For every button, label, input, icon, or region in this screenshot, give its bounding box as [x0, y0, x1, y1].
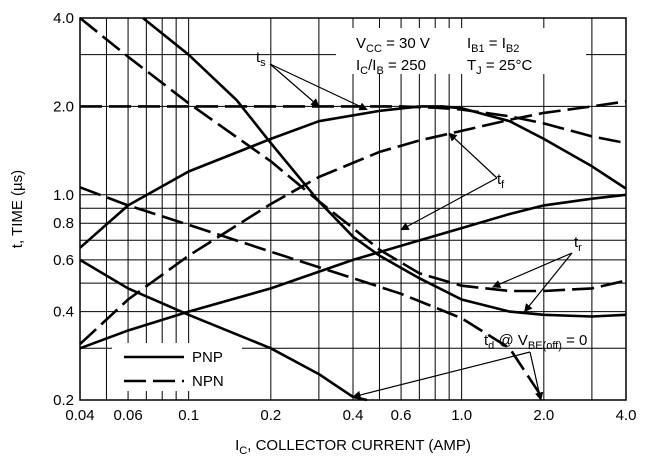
y-tick-label: 1.0 [53, 187, 74, 204]
annotation-arrow [269, 63, 320, 107]
legend-label-npn: NPN [192, 373, 224, 390]
annotation-tf: tf [497, 171, 505, 191]
annotation-arrow [448, 132, 498, 179]
annotation-arrow [529, 351, 544, 401]
condition-tj: TJ = 25°C [467, 57, 532, 77]
annotation-arrow [524, 252, 573, 313]
series-line-ts-npn [80, 105, 627, 145]
x-tick-label: 0.06 [113, 407, 142, 424]
annotation-ts: ts [256, 49, 266, 69]
annotation-arrow [400, 177, 498, 231]
y-axis-label: t, TIME (µs) [9, 170, 26, 248]
legend-background [112, 343, 242, 391]
series-line-tr-pnp [79, 193, 627, 350]
test-conditions: VCC = 30 V IB1 = IB2 IC/IB = 250 TJ = 25°C [336, 28, 586, 77]
y-tick-label: 0.6 [53, 252, 74, 269]
x-tick-label: 0.04 [65, 407, 94, 424]
condition-ic-ib: IC/IB = 250 [356, 57, 426, 77]
legend-label-pnp: PNP [192, 349, 223, 366]
x-tick-label: 0.1 [178, 407, 199, 424]
annotation-arrow [352, 351, 531, 400]
series-line-tf-npn [79, 100, 627, 346]
x-axis-label: IC, COLLECTOR CURRENT (AMP) [235, 437, 471, 457]
y-tick-label: 2.0 [53, 98, 74, 115]
annotation-arrow [491, 252, 573, 288]
annotation-tr: tr [574, 234, 582, 254]
x-tick-label: 4.0 [616, 407, 637, 424]
y-tick-label: 0.2 [53, 392, 74, 409]
series-line-tr-npn [79, 16, 627, 293]
x-tick-label: 1.0 [451, 407, 472, 424]
legend: PNP NPN [112, 343, 242, 391]
x-tick-label: 0.4 [343, 407, 364, 424]
y-tick-label: 0.8 [53, 215, 74, 232]
conditions-background [336, 28, 586, 74]
plot-frame [79, 17, 627, 401]
condition-ib: IB1 = IB2 [467, 35, 519, 55]
x-tick-label: 0.2 [260, 407, 281, 424]
series-line-td-npn [79, 186, 545, 401]
y-tick-label: 4.0 [53, 10, 74, 27]
condition-vcc: VCC = 30 V [356, 35, 430, 55]
series-layer [79, 16, 627, 402]
series-line-tf-pnp [142, 16, 627, 318]
tick-labels: 0.04 0.06 0.1 0.2 0.4 0.6 1.0 2.0 4.0 0.2 0.4 0.6 0.… [53, 10, 636, 424]
annotation-arrow [269, 63, 368, 111]
annotation-td: td @ VBE(off) = 0 [484, 332, 587, 352]
annotation-layer: ts tf tr td @ VBE(off) = 0 [256, 49, 587, 401]
axis-labels: IC, COLLECTOR CURRENT (AMP) t, TIME (µs) [9, 170, 471, 457]
y-tick-label: 0.4 [53, 304, 74, 321]
x-tick-label: 2.0 [533, 407, 554, 424]
x-tick-label: 0.6 [391, 407, 412, 424]
